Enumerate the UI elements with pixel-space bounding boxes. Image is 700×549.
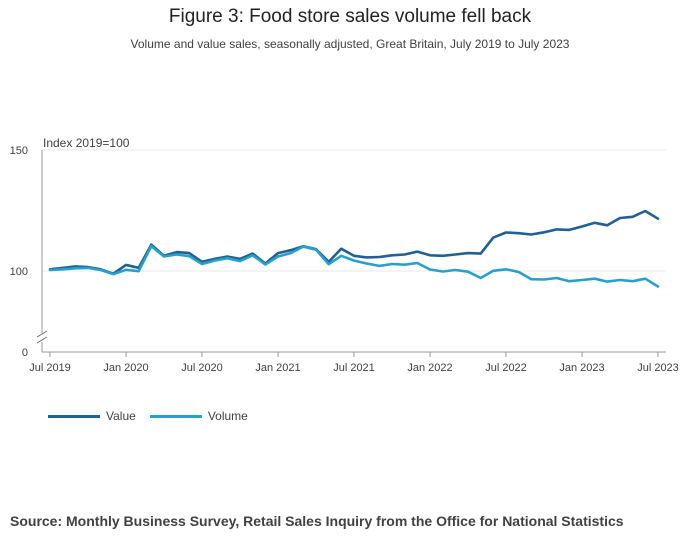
- gridlines: [42, 149, 666, 272]
- legend: Value Volume: [48, 409, 248, 423]
- legend-item-value[interactable]: Value: [48, 409, 136, 423]
- x-tick-label: Jan 2022: [407, 362, 452, 374]
- y-tick-label: 150: [10, 145, 28, 157]
- legend-swatch-volume: [149, 414, 202, 418]
- y-axis-label: Index 2019=100: [43, 136, 130, 150]
- x-tick-label: Jan 2021: [255, 362, 300, 374]
- axis-break-mark: [36, 330, 48, 338]
- y-tick-label: 100: [10, 266, 28, 278]
- axis-break-mark: [36, 336, 48, 344]
- series-line-value: [48, 209, 660, 275]
- series-line-volume: [48, 244, 660, 288]
- axes: 0 100 150 Jul 2019 Jan 2020 Jul 2020 Jan 2021 J…: [10, 145, 679, 374]
- chart-subtitle: Volume and value sales, seasonally adjus…: [130, 37, 570, 51]
- legend-swatch-value: [48, 414, 100, 418]
- x-tick-label: Jul 2019: [29, 362, 71, 374]
- y-tick-label: 0: [22, 347, 28, 359]
- legend-label-value: Value: [106, 409, 136, 423]
- source-note: Source: Monthly Business Survey, Retail …: [10, 513, 624, 529]
- series-lines: [48, 209, 660, 288]
- chart-title: Figure 3: Food store sales volume fell b…: [168, 6, 532, 27]
- x-tick-label: Jan 2023: [559, 362, 604, 374]
- legend-label-volume: Volume: [207, 409, 248, 423]
- x-tick-label: Jul 2021: [333, 362, 375, 374]
- legend-item-volume[interactable]: Volume: [149, 409, 248, 423]
- x-tick-label: Jan 2020: [103, 362, 148, 374]
- x-tick-label: Jul 2022: [485, 362, 527, 374]
- x-tick-label: Jul 2020: [181, 362, 223, 374]
- x-tick-label: Jul 2023: [637, 362, 679, 374]
